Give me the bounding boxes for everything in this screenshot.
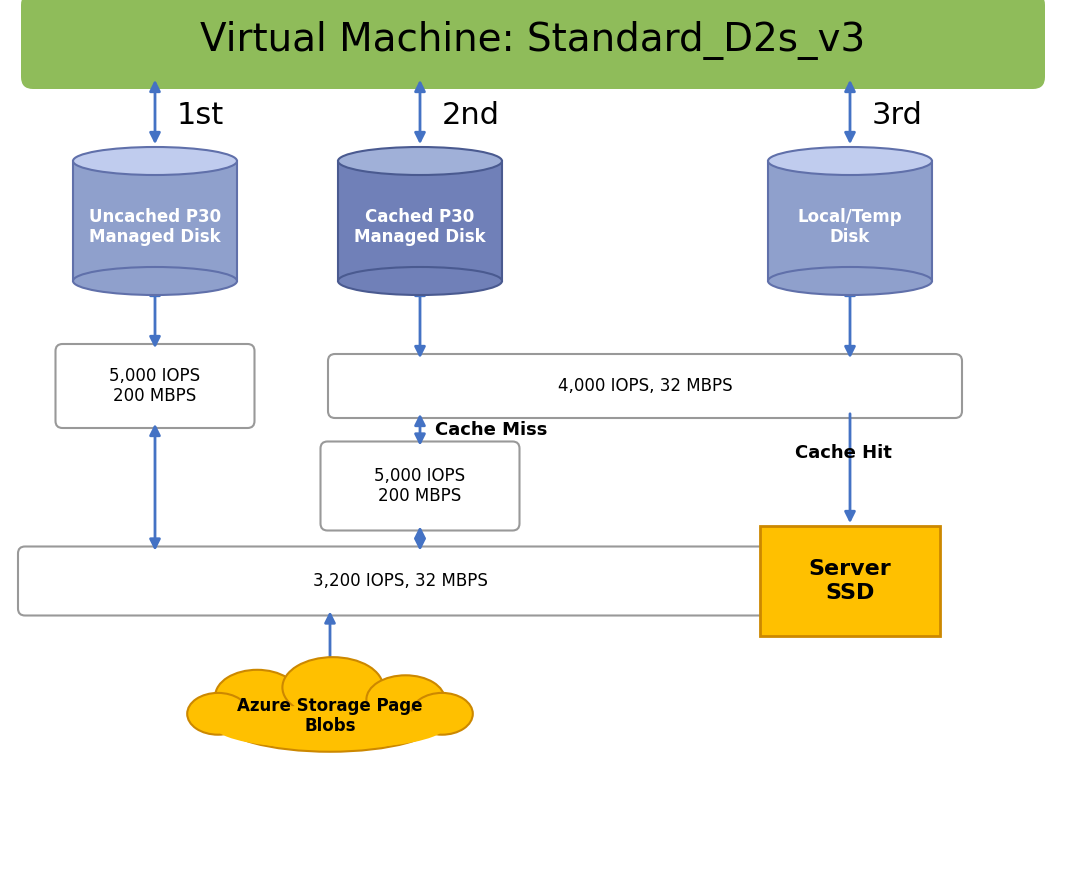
Ellipse shape [768,147,932,175]
Text: 5,000 IOPS
200 MBPS: 5,000 IOPS 200 MBPS [110,367,200,406]
Polygon shape [338,161,502,281]
Ellipse shape [338,147,502,175]
Ellipse shape [73,147,237,175]
Text: Local/Temp
Disk: Local/Temp Disk [798,207,902,246]
Text: 3,200 IOPS, 32 MBPS: 3,200 IOPS, 32 MBPS [312,572,488,590]
FancyBboxPatch shape [18,547,782,616]
FancyBboxPatch shape [328,354,962,418]
Polygon shape [768,161,932,281]
Text: Cache Miss: Cache Miss [435,421,547,439]
Ellipse shape [366,675,445,724]
Text: 5,000 IOPS
200 MBPS: 5,000 IOPS 200 MBPS [375,467,465,505]
Ellipse shape [768,267,932,295]
FancyBboxPatch shape [55,344,255,428]
Ellipse shape [187,693,249,734]
Ellipse shape [73,267,237,295]
FancyBboxPatch shape [760,526,940,636]
Ellipse shape [411,693,473,734]
Ellipse shape [220,691,439,751]
Ellipse shape [282,657,383,718]
Ellipse shape [338,267,502,295]
Text: Azure Storage Page
Blobs: Azure Storage Page Blobs [237,696,423,735]
Text: 1st: 1st [177,102,225,130]
Text: 2nd: 2nd [442,102,499,130]
Text: Cached P30
Managed Disk: Cached P30 Managed Disk [355,207,486,246]
FancyBboxPatch shape [321,441,520,531]
Ellipse shape [215,670,299,723]
Text: 4,000 IOPS, 32 MBPS: 4,000 IOPS, 32 MBPS [558,377,733,395]
Text: Uncached P30
Managed Disk: Uncached P30 Managed Disk [89,207,222,246]
FancyBboxPatch shape [21,0,1045,89]
Text: Server
SSD: Server SSD [808,559,891,602]
Text: 3rd: 3rd [872,102,923,130]
Text: Virtual Machine: Standard_D2s_v3: Virtual Machine: Standard_D2s_v3 [200,21,866,60]
Ellipse shape [215,705,445,749]
Text: Cache Hit: Cache Hit [794,445,891,462]
Polygon shape [73,161,237,281]
